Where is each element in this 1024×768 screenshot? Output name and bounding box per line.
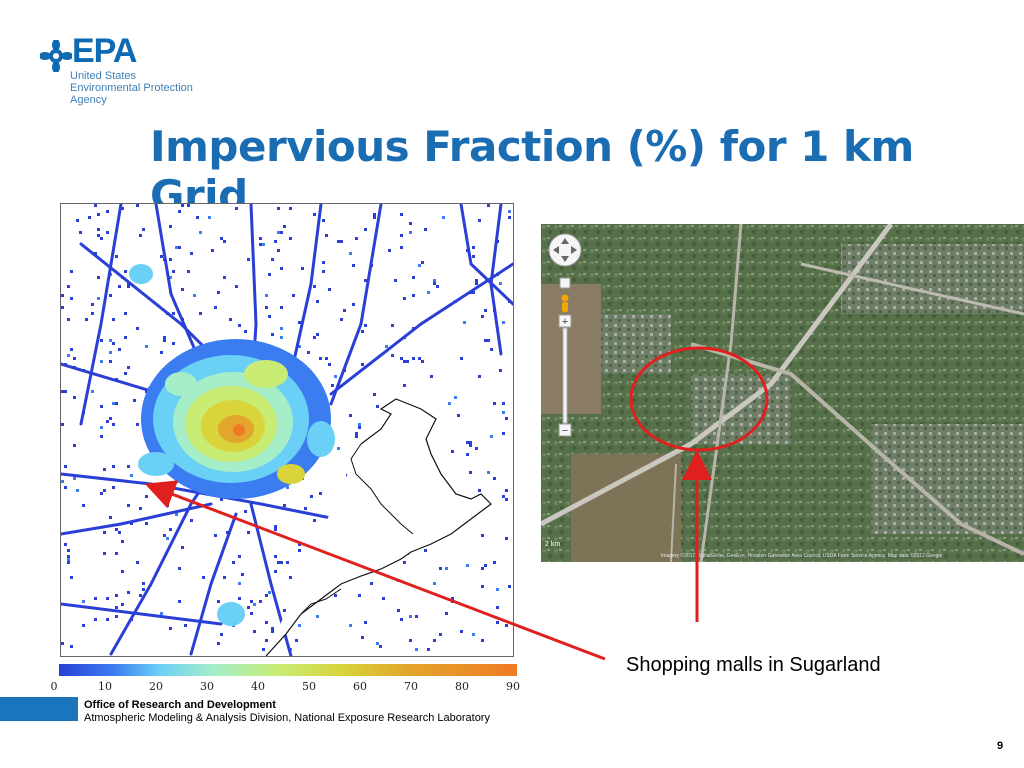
colorbar-tick: 0 xyxy=(50,680,58,693)
page-number: 9 xyxy=(997,740,1004,752)
agency-line: United States xyxy=(70,70,137,82)
epa-logo-mark: EPA xyxy=(72,32,137,70)
svg-text:−: − xyxy=(562,425,568,437)
impervious-fraction-map xyxy=(60,203,514,657)
impervious-map-image xyxy=(61,204,513,656)
footer-division: Atmospheric Modeling & Analysis Division… xyxy=(84,712,490,724)
colorbar-tick: 30 xyxy=(200,680,214,693)
agency-line: Environmental Protection xyxy=(70,82,193,94)
epa-logo: EPA United States Environmental Protecti… xyxy=(40,32,210,118)
footer-accent-bar xyxy=(0,697,78,721)
map-pan-control[interactable] xyxy=(548,233,582,267)
colorbar-tick: 50 xyxy=(302,680,316,693)
colorbar-tick: 70 xyxy=(404,680,418,693)
footer-office: Office of Research and Development xyxy=(84,699,276,711)
svg-text:+: + xyxy=(562,316,568,328)
colorbar-tick: 40 xyxy=(251,680,265,693)
colorbar-tick: 90 xyxy=(506,680,520,693)
epa-flower-icon xyxy=(40,40,72,72)
colorbar-ticks: 0 10 20 30 40 50 60 70 80 90 xyxy=(40,680,540,696)
satellite-image: + − 2 km Imagery ©2012 DigitalGlobe, Geo… xyxy=(541,224,1024,562)
epa-agency-name: United States Environmental Protection A… xyxy=(70,70,193,106)
satellite-attribution: Imagery ©2012 DigitalGlobe, GeoEye, Hous… xyxy=(661,552,943,559)
colorbar-tick: 80 xyxy=(455,680,469,693)
map-home-control[interactable] xyxy=(559,277,571,289)
caption-shopping-malls: Shopping malls in Sugarland xyxy=(626,654,881,676)
colorbar-tick: 20 xyxy=(149,680,163,693)
satellite-scale: 2 km xyxy=(545,541,560,548)
zoom-slider[interactable] xyxy=(562,327,568,424)
pegman-icon[interactable] xyxy=(561,294,569,313)
zoom-in-button[interactable] xyxy=(558,314,572,328)
colorbar xyxy=(59,664,517,676)
colorbar-tick: 60 xyxy=(353,680,367,693)
agency-line: Agency xyxy=(70,94,107,106)
satellite-map: + − 2 km Imagery ©2012 DigitalGlobe, Geo… xyxy=(541,224,1024,562)
colorbar-tick: 10 xyxy=(98,680,112,693)
zoom-out-button[interactable] xyxy=(558,423,572,437)
